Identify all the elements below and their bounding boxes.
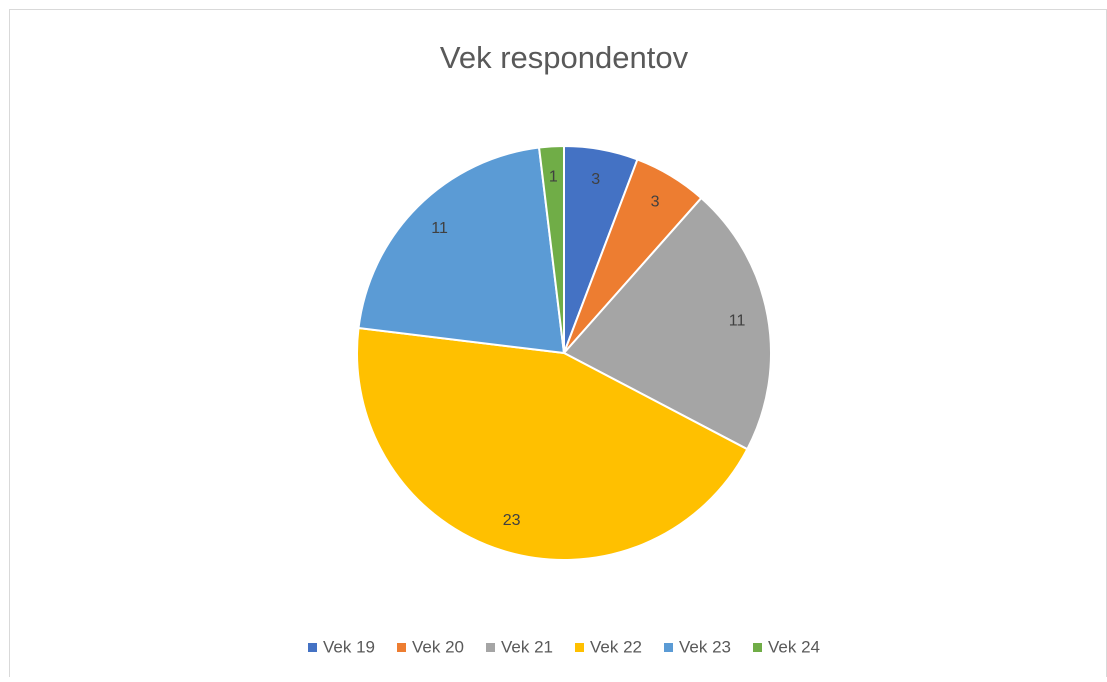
pie-slice bbox=[357, 146, 566, 355]
legend-label: Vek 20 bbox=[412, 637, 464, 656]
pie-slice bbox=[356, 326, 749, 561]
legend-item: Vek 19 bbox=[308, 637, 375, 656]
legend-label: Vek 24 bbox=[768, 637, 820, 656]
legend-marker bbox=[486, 643, 495, 652]
pie-slice bbox=[537, 144, 565, 354]
legend-item: Vek 20 bbox=[397, 637, 464, 656]
legend-label: Vek 21 bbox=[501, 637, 553, 656]
data-label: 23 bbox=[503, 512, 521, 529]
legend-label: Vek 19 bbox=[323, 637, 375, 656]
data-label: 3 bbox=[591, 171, 600, 188]
legend-marker bbox=[664, 643, 673, 652]
legend-label: Vek 22 bbox=[590, 637, 642, 656]
legend-item: Vek 23 bbox=[664, 637, 731, 656]
legend-label: Vek 23 bbox=[679, 637, 731, 656]
data-label: 1 bbox=[549, 169, 558, 186]
legend-marker bbox=[308, 643, 317, 652]
legend: Vek 19 Vek 20 Vek 21 Vek 22 Vek 23 Vek 24 bbox=[308, 637, 820, 656]
legend-item: Vek 24 bbox=[753, 637, 820, 656]
pie-slice bbox=[562, 196, 772, 451]
legend-marker bbox=[397, 643, 406, 652]
legend-item: Vek 21 bbox=[486, 637, 553, 656]
data-label: 11 bbox=[431, 220, 448, 237]
legend-marker bbox=[753, 643, 762, 652]
legend-marker bbox=[575, 643, 584, 652]
chart-title: Vek respondentov bbox=[440, 40, 689, 75]
data-label: 11 bbox=[729, 313, 746, 330]
data-label: 3 bbox=[651, 194, 660, 211]
legend-item: Vek 22 bbox=[575, 637, 642, 656]
